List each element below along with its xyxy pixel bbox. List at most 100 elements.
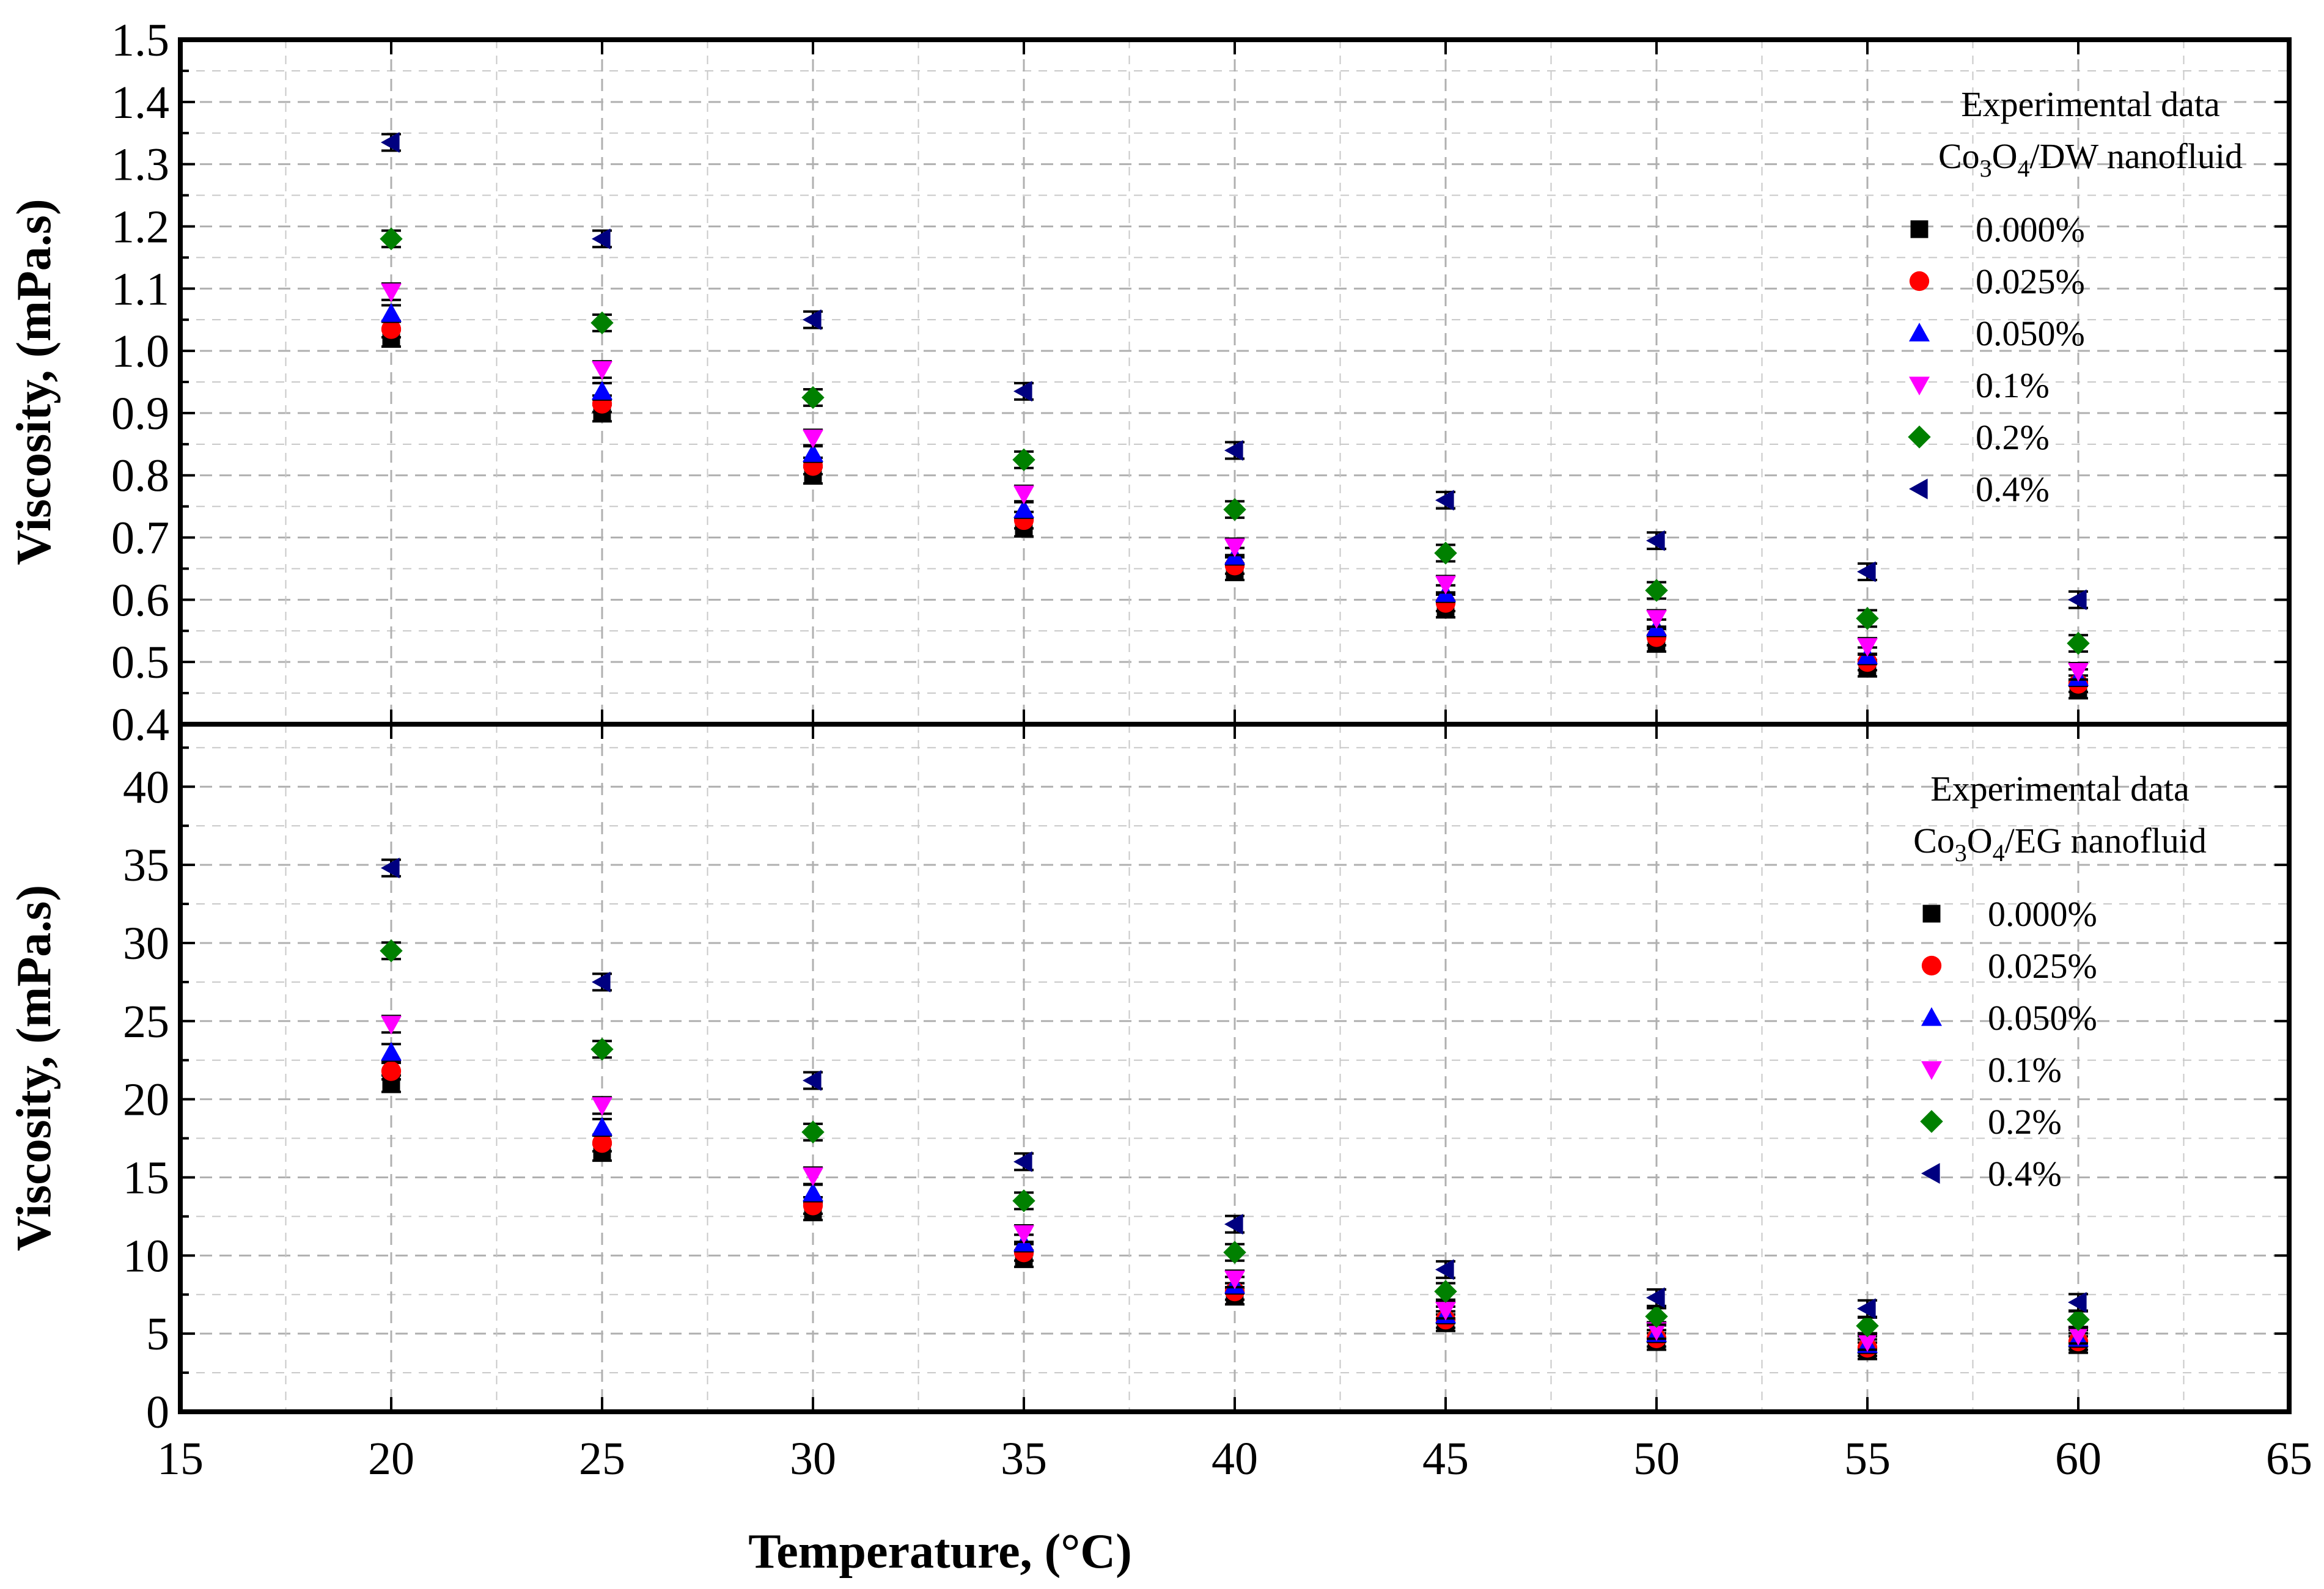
y-tick-label: 20 xyxy=(123,1074,169,1126)
y-tick-label: 0.9 xyxy=(111,388,169,439)
legend-subtitle-part: Co xyxy=(1938,136,1980,176)
data-point xyxy=(1857,638,1878,657)
x-tick-label: 60 xyxy=(2055,1433,2102,1484)
data-point xyxy=(381,283,402,303)
x-tick-label: 65 xyxy=(2266,1433,2312,1484)
x-tick-label: 40 xyxy=(1212,1433,1258,1484)
legend-subtitle-part: O xyxy=(1992,136,2018,176)
legend-subtitle: Co3O4/EG nanofluid xyxy=(1913,821,2207,867)
x-tick-label: 20 xyxy=(368,1433,414,1484)
legend-label: 0.2% xyxy=(1976,417,2050,457)
legend: Experimental data Co3O4/EG nanofluid 0.000… xyxy=(1913,769,2207,1194)
y-tick-label: 0.7 xyxy=(111,513,169,564)
legend-marker xyxy=(1921,1007,1942,1026)
legend-subtitle-part: O xyxy=(1967,821,1993,861)
data-point xyxy=(1013,381,1032,402)
x-tick-label: 50 xyxy=(1633,1433,1680,1484)
x-tick-label: 55 xyxy=(1844,1433,1891,1484)
data-point xyxy=(2068,589,2087,611)
data-point xyxy=(592,381,612,400)
x-tick-label: 45 xyxy=(1422,1433,1469,1484)
legend-label: 0.050% xyxy=(1988,998,2097,1038)
legend-marker xyxy=(1921,1163,1940,1184)
series-0.2% xyxy=(380,227,2090,655)
data-point xyxy=(1857,561,1876,582)
y-tick-label: 25 xyxy=(123,996,169,1048)
data-point xyxy=(1646,1322,1667,1341)
data-point xyxy=(592,1117,612,1136)
legend-label: 0.000% xyxy=(1976,210,2085,249)
legend-label: 0.050% xyxy=(1976,314,2085,353)
data-point xyxy=(1223,1241,1246,1264)
y-tick-label: 1.1 xyxy=(111,263,169,315)
legend-subtitle-part: /DW nanofluid xyxy=(2030,136,2243,176)
legend-marker xyxy=(1910,220,1929,238)
data-point xyxy=(592,361,612,380)
data-point xyxy=(1646,610,1667,629)
legend-marker xyxy=(1909,323,1930,342)
data-point xyxy=(1856,607,1879,630)
x-tick-label: 30 xyxy=(790,1433,836,1484)
data-point xyxy=(1646,1287,1665,1308)
data-point xyxy=(2068,1292,2087,1313)
data-point xyxy=(1645,1305,1668,1328)
series-0.4% xyxy=(381,132,2088,611)
y-tick-label: 1.3 xyxy=(111,139,169,191)
data-point xyxy=(381,319,402,339)
legend-label: 0.4% xyxy=(1988,1154,2062,1194)
legend-marker xyxy=(1909,376,1930,395)
data-point xyxy=(2067,631,2090,655)
plot-frame xyxy=(178,722,2292,1414)
legend-label: 0.2% xyxy=(1988,1102,2062,1142)
y-tick-label: 0.5 xyxy=(111,637,169,688)
legend-label: 0.025% xyxy=(1988,946,2097,986)
y-tick-label: 1.5 xyxy=(111,15,169,66)
data-point xyxy=(380,227,403,251)
data-point xyxy=(2067,1308,2090,1331)
data-point xyxy=(803,1183,823,1202)
data-point xyxy=(381,857,400,879)
series-0.1% xyxy=(381,1015,2089,1352)
y-tick-label: 30 xyxy=(123,918,169,969)
series-0.2% xyxy=(380,939,2090,1338)
data-point xyxy=(803,443,823,462)
data-point xyxy=(1646,530,1665,551)
y-tick-label: 35 xyxy=(123,840,169,891)
data-point xyxy=(1435,490,1454,511)
data-point xyxy=(1013,1151,1032,1172)
data-point xyxy=(1224,1214,1243,1235)
data-point xyxy=(2068,1327,2089,1346)
data-point xyxy=(801,1120,825,1144)
y-tick-label: 40 xyxy=(123,761,169,813)
data-point xyxy=(803,1167,823,1186)
series-0.1% xyxy=(381,282,2089,682)
data-point xyxy=(1435,1259,1454,1280)
legend-subtitle-part: 4 xyxy=(1993,839,2005,867)
data-point xyxy=(1013,485,1034,505)
data-point xyxy=(1012,448,1035,471)
y-axis-title: Viscosity, (mPa.s) xyxy=(7,885,61,1251)
legend-marker xyxy=(1909,271,1930,292)
y-tick-label: 0.6 xyxy=(111,574,169,626)
x-axis-title: Temperature, (°C) xyxy=(748,1525,1131,1579)
legend-label: 0.1% xyxy=(1988,1050,2062,1090)
legend-subtitle-part: 4 xyxy=(2018,155,2030,182)
legend-label: 0.1% xyxy=(1976,365,2050,405)
data-point xyxy=(1013,499,1034,518)
data-point xyxy=(381,303,402,322)
legend-subtitle: Co3O4/DW nanofluid xyxy=(1938,136,2243,182)
y-tick-label: 1.4 xyxy=(111,77,169,128)
data-point xyxy=(380,939,403,963)
data-point xyxy=(381,132,400,153)
y-tick-label: 0.8 xyxy=(111,450,169,502)
legend-label: 0.4% xyxy=(1976,469,2050,509)
data-point xyxy=(1857,1298,1876,1319)
legend-subtitle-part: Co xyxy=(1913,821,1955,861)
legend-marker xyxy=(1920,1110,1943,1133)
x-tick-label: 25 xyxy=(579,1433,625,1484)
legend-marker xyxy=(1921,955,1942,976)
data-point xyxy=(592,971,611,993)
legend-subtitle-part: 3 xyxy=(1980,155,1992,182)
